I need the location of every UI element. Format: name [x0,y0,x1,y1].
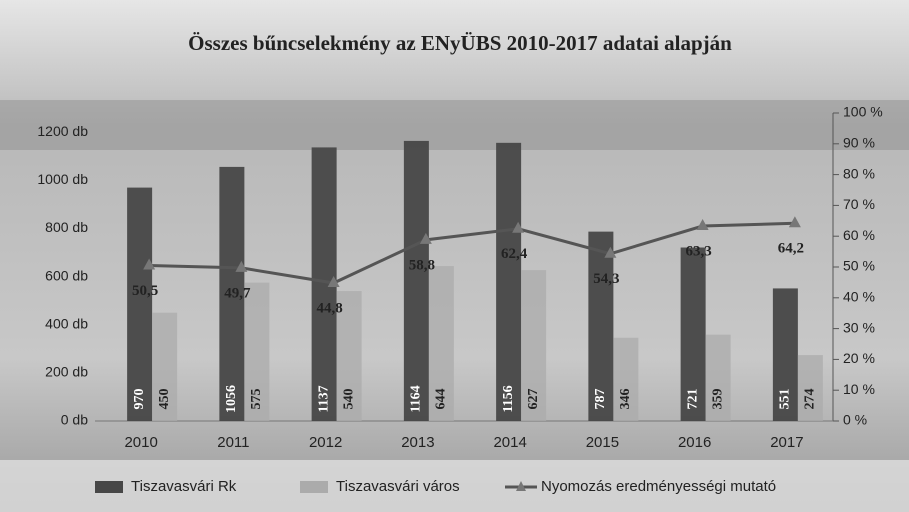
bar [428,266,454,421]
line-label: 49,7 [224,285,251,301]
bar [797,355,823,421]
bar-label: 1156 [501,385,516,412]
y-tick-label: 1000 db [37,171,88,187]
y2-tick-label: 20 % [843,350,875,366]
y-tick-label: 200 db [45,364,88,380]
line-label: 54,3 [593,271,619,287]
bar [219,166,245,421]
line-marker [696,219,709,231]
bar-label: 551 [778,389,793,410]
bar-label: 721 [685,389,700,410]
y2-tick-label: 40 % [843,289,875,305]
line-marker [788,216,801,228]
y2-tick-label: 70 % [843,196,875,212]
legend-marker [516,481,526,491]
line-marker [235,260,248,272]
y2-tick-label: 60 % [843,227,875,243]
bar-label: 787 [593,389,608,410]
bar [152,312,178,421]
bar [680,247,706,421]
line-marker [512,221,525,233]
line [149,221,795,285]
x-tick-label: 2012 [309,434,342,451]
bar [521,270,547,421]
chart-title: Összes bűncselekmény az ENyÜBS 2010-2017… [188,31,732,55]
y2-tick-label: 0 % [843,412,867,428]
bar [403,140,429,421]
legend-swatch [95,481,123,493]
y-tick-label: 1200 db [37,123,88,139]
bar [588,231,614,421]
y-tick-label: 400 db [45,315,88,331]
bar [127,187,153,421]
bar-label: 450 [157,389,172,410]
bar [705,334,731,421]
bar-label: 540 [341,389,356,410]
line-marker [604,246,617,258]
y2-tick-label: 10 % [843,381,875,397]
legend-label: Tiszavasvári Rk [131,478,237,495]
x-tick-label: 2010 [124,434,157,451]
bar-label: 274 [803,389,818,410]
x-tick-label: 2016 [678,434,711,451]
bar [244,282,270,421]
y2-tick-label: 90 % [843,135,875,151]
line-label: 58,8 [409,257,435,273]
x-tick-label: 2014 [493,434,526,451]
x-tick-label: 2015 [586,434,619,451]
x-tick-label: 2017 [770,434,803,451]
y2-tick-label: 50 % [843,258,875,274]
line-label: 50,5 [132,283,158,299]
line-label: 64,2 [778,241,804,257]
bar-label: 575 [249,389,264,410]
y-tick-label: 0 db [61,412,88,428]
y2-tick-label: 80 % [843,165,875,181]
bar-label: 1164 [409,385,424,412]
background-roof [0,100,909,150]
line-label: 62,4 [501,246,528,262]
line-marker [419,232,432,244]
y2-tick-label: 30 % [843,319,875,335]
x-tick-label: 2013 [401,434,434,451]
bar-label: 1137 [316,385,331,412]
legend-swatch [300,481,328,493]
x-tick-label: 2011 [217,434,249,451]
y-tick-label: 800 db [45,219,88,235]
bar-label: 1056 [224,385,239,413]
bar-label: 627 [526,389,541,410]
legend-band [0,460,909,512]
line-label: 63,3 [686,243,712,259]
bar [496,142,522,421]
bar-label: 644 [434,389,449,410]
bar [613,337,639,421]
bar-label: 359 [710,389,725,410]
bar-label: 346 [618,389,633,410]
line-marker [327,276,340,288]
line-marker [143,258,156,270]
bar [772,288,798,421]
bar-label: 970 [132,389,147,410]
line-label: 44,8 [317,300,343,316]
legend-label: Tiszavasvári város [336,478,460,495]
bar [336,291,362,421]
legend-label: Nyomozás eredményességi mutató [541,478,776,495]
y-tick-label: 600 db [45,267,88,283]
y2-tick-label: 100 % [843,104,883,120]
